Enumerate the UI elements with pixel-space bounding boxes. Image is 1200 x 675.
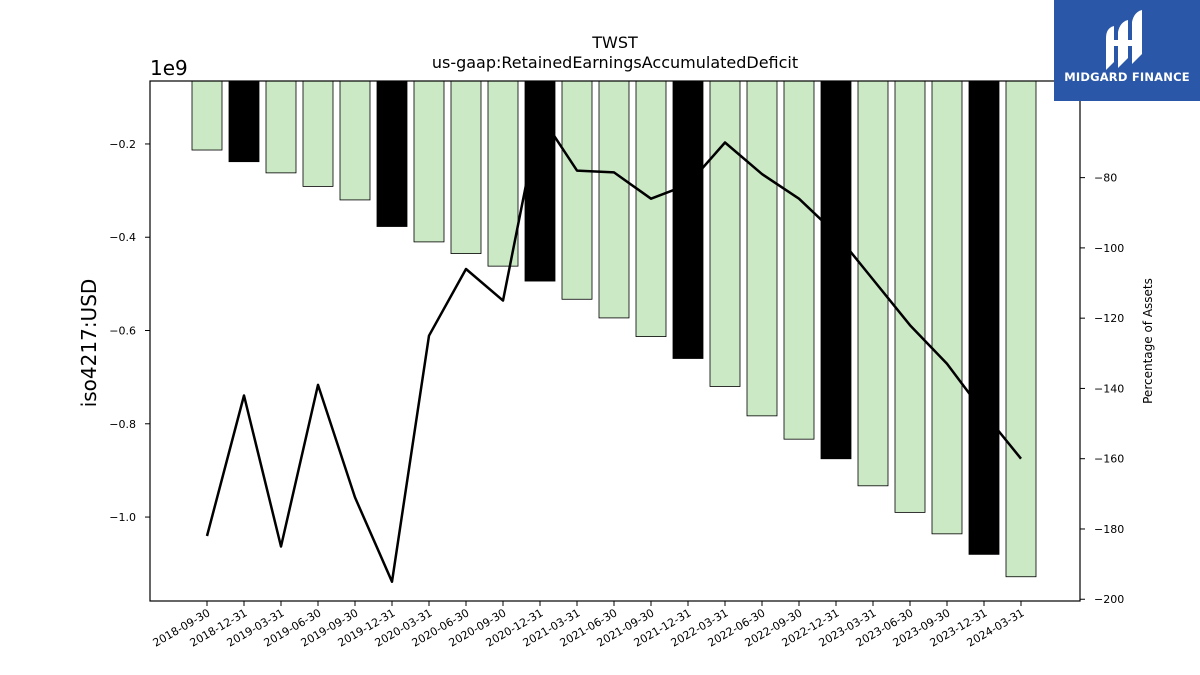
bar xyxy=(709,80,741,387)
x-axis: 2018-09-302018-12-312019-03-312019-06-30… xyxy=(151,601,1027,650)
plot-frame xyxy=(149,80,1081,602)
y2-tick-label: −100 xyxy=(1094,242,1124,255)
logo-mark-icon xyxy=(1106,10,1142,70)
bar xyxy=(857,80,889,487)
percentage-line xyxy=(205,113,1022,583)
bar xyxy=(191,80,223,151)
chart-subtitle: us-gaap:RetainedEarningsAccumulatedDefic… xyxy=(432,53,798,72)
bar xyxy=(413,80,445,243)
bar xyxy=(376,80,408,227)
bar xyxy=(561,80,593,300)
y2-tick-label: −120 xyxy=(1094,312,1124,325)
bar xyxy=(1005,80,1037,578)
midgard-finance-logo: MIDGARD FINANCE xyxy=(1054,0,1200,101)
y-tick-label: −0.6 xyxy=(109,325,136,338)
y-tick-label: −0.8 xyxy=(109,418,136,431)
bar xyxy=(524,80,556,282)
bar xyxy=(635,80,667,337)
y2-tick-label: −160 xyxy=(1094,453,1124,466)
bar xyxy=(228,80,260,163)
y2-tick-label: −200 xyxy=(1094,593,1124,606)
bar xyxy=(820,80,852,460)
y-tick-label: −0.2 xyxy=(109,138,136,151)
bar xyxy=(931,80,963,535)
y2-axis-label: Percentage of Assets xyxy=(1141,278,1155,404)
bar xyxy=(487,80,519,267)
y-axis-label: iso4217:USD xyxy=(77,279,101,408)
y-tick-label: −1.0 xyxy=(109,511,136,524)
bar xyxy=(450,80,482,254)
y2-axis: −80 −100 −120 −140 −160 −180 −200 xyxy=(1080,172,1124,606)
bar xyxy=(672,80,704,359)
chart-title: TWST xyxy=(591,33,638,52)
y-axis-offset-label: 1e9 xyxy=(150,56,188,80)
y2-tick-label: −140 xyxy=(1094,382,1124,395)
y-axis: −0.2 −0.4 −0.6 −0.8 −1.0 xyxy=(109,138,150,524)
bar xyxy=(339,80,371,201)
logo-text: MIDGARD FINANCE xyxy=(1064,70,1190,84)
bar xyxy=(783,80,815,440)
bar xyxy=(302,80,334,187)
bar xyxy=(894,80,926,513)
line-group xyxy=(205,113,1022,583)
y2-tick-label: −80 xyxy=(1094,172,1117,185)
bar xyxy=(265,80,297,174)
y-tick-label: −0.4 xyxy=(109,231,136,244)
y2-tick-label: −180 xyxy=(1094,523,1124,536)
bars-group xyxy=(191,80,1037,578)
bar xyxy=(968,80,1000,555)
bar xyxy=(598,80,630,319)
bar xyxy=(746,80,778,417)
